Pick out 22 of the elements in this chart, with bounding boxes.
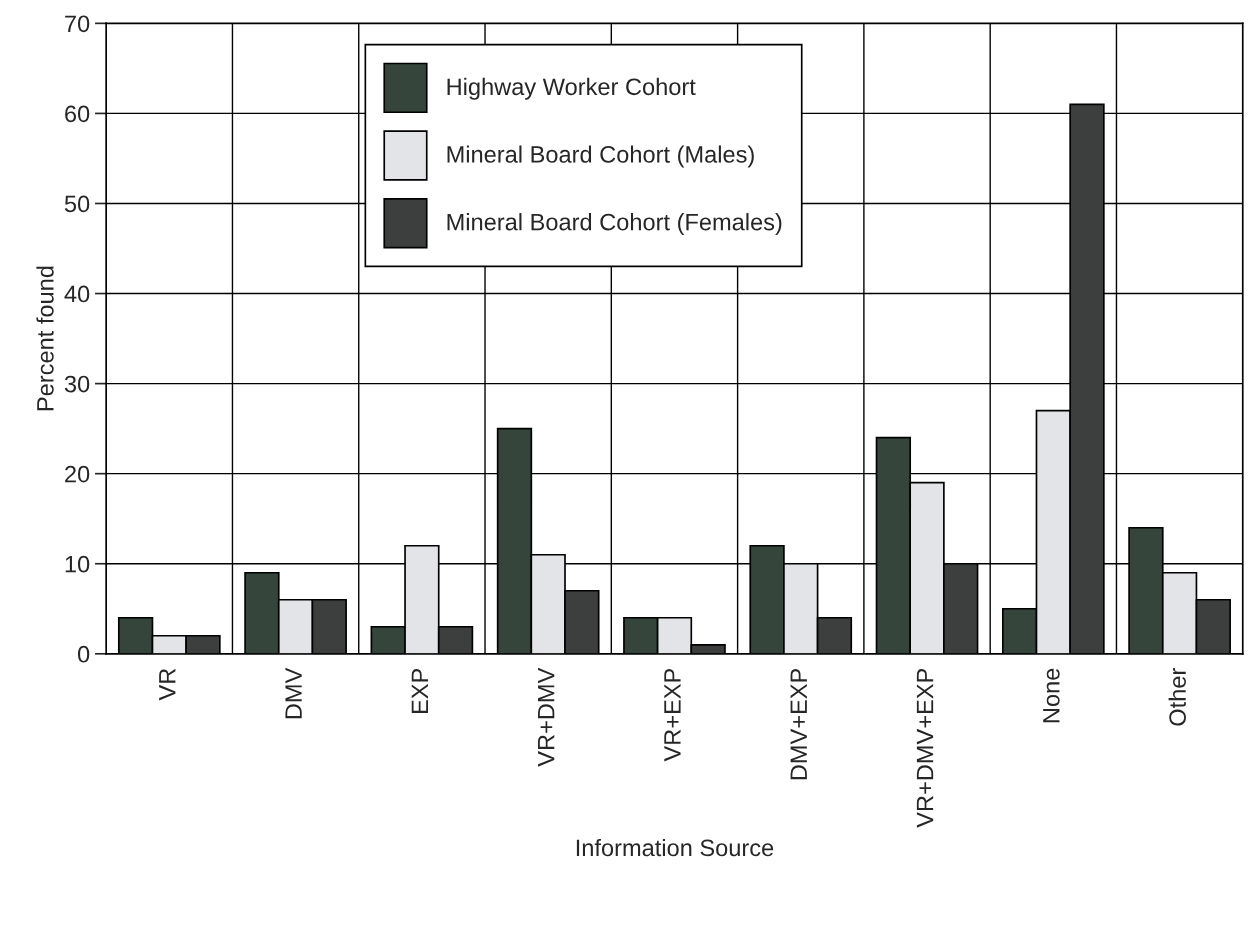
x-tick-label: Other	[1168, 668, 1186, 726]
y-tick-label: 50	[64, 195, 90, 213]
x-tick-label: VR+EXP	[664, 668, 681, 762]
x-tick-label: None	[1043, 668, 1060, 723]
x-tick-label: DMV	[285, 667, 302, 719]
y-tick-label: 60	[65, 105, 90, 123]
x-tick-label: EXP	[411, 668, 428, 713]
y-axis-title: Percent found	[36, 266, 54, 411]
x-tick-label: VR+DMV	[538, 667, 555, 767]
y-tick-label: 30	[64, 375, 90, 393]
legend-label: Mineral Board Cohort (Males)	[447, 145, 754, 168]
y-tick-label: 40	[64, 285, 90, 303]
x-axis-title: Information Source	[576, 838, 774, 857]
x-tick-label: DMV+EXP	[790, 668, 807, 780]
y-tick-label: 70	[65, 15, 90, 33]
y-tick-label: 20	[65, 465, 90, 483]
y-tick-label: 0	[77, 645, 90, 663]
legend-label: Highway Worker Cohort	[447, 77, 696, 100]
x-tick-label: VR+DMV+EXP	[916, 668, 934, 828]
x-tick-label: VR	[159, 668, 176, 701]
legend-label: Mineral Board Cohort (Females)	[447, 213, 782, 236]
y-tick-label: 10	[65, 555, 90, 573]
